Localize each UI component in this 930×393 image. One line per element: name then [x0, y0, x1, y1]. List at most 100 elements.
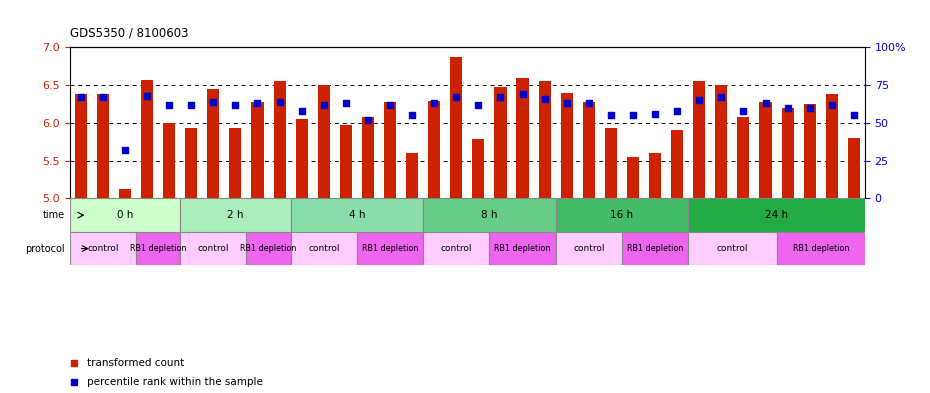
Text: control: control — [87, 244, 119, 253]
Point — [736, 108, 751, 114]
Text: RB1 depletion: RB1 depletion — [130, 244, 186, 253]
Bar — [826, 94, 838, 198]
Text: transformed count: transformed count — [87, 358, 184, 368]
Point — [339, 100, 353, 106]
Bar — [495, 87, 507, 198]
Bar — [781, 108, 793, 198]
Point — [758, 100, 773, 106]
Text: percentile rank within the sample: percentile rank within the sample — [87, 377, 263, 387]
Point — [538, 95, 552, 102]
Bar — [472, 140, 485, 198]
Point — [206, 99, 220, 105]
Bar — [450, 57, 462, 198]
Bar — [97, 94, 109, 198]
Bar — [561, 93, 573, 198]
Text: control: control — [197, 244, 229, 253]
Point — [803, 105, 817, 111]
Bar — [622, 232, 688, 265]
Bar — [760, 102, 772, 198]
Bar — [362, 117, 374, 198]
Text: time: time — [43, 210, 65, 220]
Point — [228, 101, 243, 108]
Point — [626, 112, 641, 118]
Point — [316, 101, 331, 108]
Bar — [207, 89, 219, 198]
Point — [66, 379, 81, 385]
Bar — [290, 198, 423, 232]
Point — [714, 94, 729, 100]
Text: control: control — [308, 244, 339, 253]
Bar — [671, 130, 684, 198]
Text: RB1 depletion: RB1 depletion — [362, 244, 419, 253]
Bar — [423, 198, 556, 232]
Text: RB1 depletion: RB1 depletion — [495, 244, 551, 253]
Point — [471, 101, 485, 108]
Bar — [737, 117, 750, 198]
Text: 16 h: 16 h — [610, 210, 633, 220]
Point — [846, 112, 861, 118]
Point — [272, 99, 287, 105]
Point — [780, 105, 795, 111]
Point — [692, 97, 707, 103]
Point — [493, 94, 508, 100]
Point — [184, 101, 199, 108]
Bar — [185, 128, 197, 198]
Bar — [318, 85, 330, 198]
Bar — [649, 153, 661, 198]
Bar — [688, 232, 777, 265]
Bar — [339, 125, 352, 198]
Bar — [384, 102, 396, 198]
Point — [449, 94, 464, 100]
Bar — [693, 81, 705, 198]
Text: control: control — [573, 244, 604, 253]
Text: 24 h: 24 h — [765, 210, 788, 220]
Text: 4 h: 4 h — [349, 210, 365, 220]
Bar — [290, 232, 357, 265]
Point — [559, 100, 574, 106]
Bar — [423, 232, 489, 265]
Point — [670, 108, 684, 114]
Bar — [251, 102, 263, 198]
Bar — [489, 232, 555, 265]
Point — [96, 94, 111, 100]
Bar — [273, 81, 286, 198]
Bar — [136, 232, 180, 265]
Point — [361, 117, 376, 123]
Bar — [230, 128, 242, 198]
Bar — [804, 104, 816, 198]
Bar — [70, 198, 180, 232]
Point — [581, 100, 596, 106]
Point — [405, 112, 419, 118]
Text: 8 h: 8 h — [481, 210, 498, 220]
Point — [117, 147, 132, 153]
Point — [140, 92, 154, 99]
Text: control: control — [441, 244, 472, 253]
Text: RB1 depletion: RB1 depletion — [627, 244, 684, 253]
Point — [73, 94, 88, 100]
Text: RB1 depletion: RB1 depletion — [792, 244, 849, 253]
Bar — [246, 232, 290, 265]
Bar — [848, 138, 860, 198]
Point — [515, 91, 530, 97]
Bar — [406, 153, 419, 198]
Point — [66, 360, 81, 366]
Point — [162, 101, 177, 108]
Bar — [74, 94, 86, 198]
Point — [250, 100, 265, 106]
Bar — [538, 81, 551, 198]
Bar — [604, 128, 617, 198]
Point — [824, 101, 839, 108]
Text: protocol: protocol — [25, 244, 65, 253]
Text: GDS5350 / 8100603: GDS5350 / 8100603 — [70, 26, 188, 39]
Bar — [583, 102, 595, 198]
Text: RB1 depletion: RB1 depletion — [240, 244, 297, 253]
Bar — [556, 232, 622, 265]
Point — [382, 101, 397, 108]
Bar — [688, 198, 865, 232]
Bar — [119, 189, 131, 198]
Bar — [357, 232, 423, 265]
Bar — [296, 119, 308, 198]
Bar — [428, 101, 440, 198]
Text: 2 h: 2 h — [227, 210, 244, 220]
Bar — [70, 232, 136, 265]
